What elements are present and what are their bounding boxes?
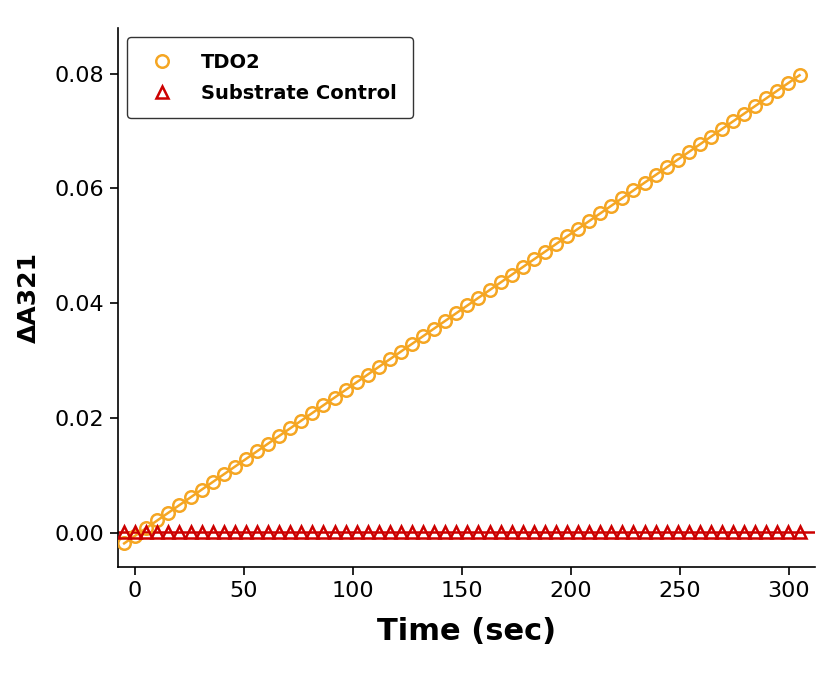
X-axis label: Time (sec): Time (sec) [376, 617, 556, 646]
Y-axis label: ΔA321: ΔA321 [17, 252, 41, 343]
Legend: TDO2, Substrate Control: TDO2, Substrate Control [128, 37, 412, 118]
